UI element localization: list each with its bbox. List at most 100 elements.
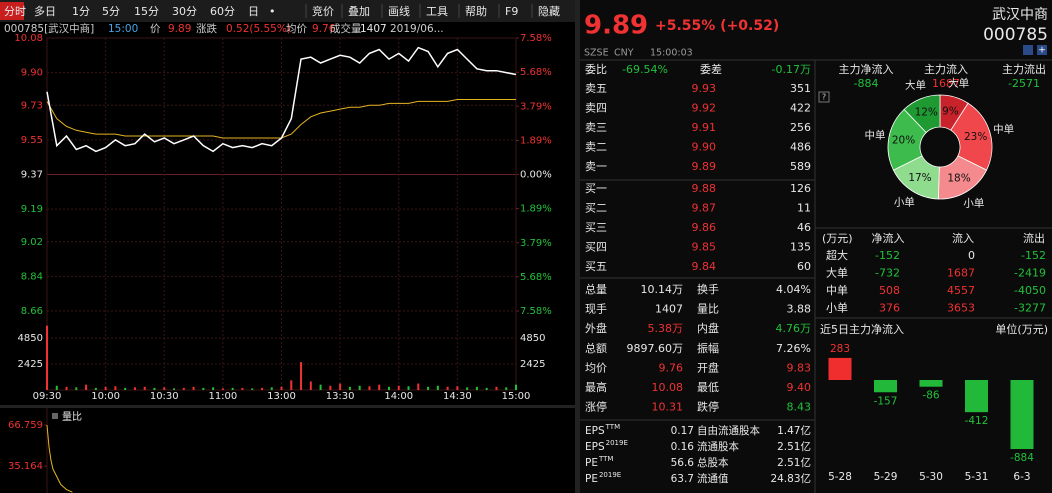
price-line xyxy=(46,46,517,153)
info-item: 9.89 xyxy=(168,23,191,35)
volume-bar xyxy=(485,387,488,390)
volume-bar xyxy=(221,388,224,390)
tab-label[interactable]: 分时 xyxy=(4,5,26,18)
volume-bar xyxy=(124,387,127,390)
flow-value: -884 xyxy=(854,77,879,90)
pie-name: 大单 xyxy=(905,79,926,92)
volume-bar xyxy=(436,385,439,390)
book-volume: 60 xyxy=(797,260,811,273)
ratio-tick-label: 66.759 xyxy=(8,420,43,431)
volume-tick-label: 4850 xyxy=(18,333,43,344)
table-value: -732 xyxy=(875,267,900,280)
book-label: 卖四 xyxy=(585,102,607,115)
stat-label: 外盘 xyxy=(585,321,607,335)
stat-label: 开盘 xyxy=(697,360,719,374)
fund-label: 自由流通股本 xyxy=(697,424,760,437)
stat-value: 4.04% xyxy=(776,283,811,296)
tool-button[interactable]: 竞价 xyxy=(312,4,334,18)
tab-label[interactable]: 30分 xyxy=(172,5,197,18)
info-item: 涨跌 xyxy=(196,22,217,35)
tool-button[interactable]: 画线 xyxy=(388,4,410,18)
flow-value: -2571 xyxy=(1008,77,1040,90)
x-tick-label: 10:30 xyxy=(150,391,179,402)
tab-label[interactable]: 5分 xyxy=(102,5,120,18)
stat-label: 现手 xyxy=(585,302,607,316)
book-price: 9.93 xyxy=(692,82,717,95)
flow-bar-label: -86 xyxy=(922,390,939,402)
five-day-unit: 单位(万元) xyxy=(995,322,1048,336)
volume-bar xyxy=(417,383,420,390)
book-price: 9.87 xyxy=(692,202,717,215)
panel-divider xyxy=(0,405,575,408)
stat-label: 总额 xyxy=(585,341,607,355)
fund-sup: 2019E xyxy=(606,439,628,447)
book-volume: 126 xyxy=(790,182,811,195)
volume-bar xyxy=(202,387,205,390)
volume-bar xyxy=(427,386,430,390)
info-item: 价 xyxy=(150,23,161,35)
tool-button[interactable]: 帮助 xyxy=(465,4,487,18)
x-tick-label: 13:30 xyxy=(326,391,355,402)
stock-name: 武汉中商 xyxy=(992,7,1048,23)
fund-label: EPS xyxy=(585,425,605,437)
y2-tick-label: 7.58% xyxy=(520,33,552,44)
help-icon[interactable] xyxy=(818,91,830,103)
last-price: 9.89 xyxy=(584,11,648,41)
volume-bar xyxy=(104,386,107,390)
book-volume: 256 xyxy=(790,121,811,134)
price-change: +5.55% (+0.52) xyxy=(655,18,779,34)
volume-bar xyxy=(339,383,342,390)
pie-percent: 20% xyxy=(892,135,915,147)
pie-percent: 23% xyxy=(964,131,987,143)
book-volume: 486 xyxy=(790,141,811,154)
fund-label: 流通股本 xyxy=(697,440,739,453)
volume-bar xyxy=(368,386,371,390)
book-volume: 135 xyxy=(790,241,811,254)
x-tick-label: 10:00 xyxy=(91,391,120,402)
book-label: 卖一 xyxy=(585,160,607,173)
tab-label[interactable]: 多日 xyxy=(34,4,56,18)
wei-bi-value: -69.54% xyxy=(622,63,668,76)
volume-bar xyxy=(387,386,390,390)
fund-value: 24.83亿 xyxy=(770,472,811,485)
y-tick-label: 8.66 xyxy=(21,306,43,317)
volume-bar xyxy=(153,387,156,390)
tab-label[interactable]: 60分 xyxy=(210,5,235,18)
volume-bar xyxy=(192,386,195,390)
stat-value: 9.76 xyxy=(659,361,684,374)
tab-label[interactable]: 1分 xyxy=(72,5,90,18)
stat-label: 跌停 xyxy=(697,400,719,414)
table-label: 大单 xyxy=(826,266,848,280)
info-item: 均价 xyxy=(286,23,307,35)
info-item: 9.76 xyxy=(312,23,336,35)
add-icon[interactable] xyxy=(1037,45,1047,55)
stat-label: 最高 xyxy=(585,380,607,394)
y-tick-label: 8.84 xyxy=(21,271,43,282)
tab-label[interactable]: 日 xyxy=(248,5,259,18)
volume-bar xyxy=(182,387,185,390)
x-tick-label: 5-30 xyxy=(919,471,943,483)
book-price: 9.84 xyxy=(692,260,717,273)
wei-cha-value: -0.17万 xyxy=(772,63,811,76)
x-tick-label: 14:30 xyxy=(443,391,472,402)
x-tick-label: 15:00 xyxy=(502,391,531,402)
table-value: -4050 xyxy=(1014,284,1046,297)
flow-bar xyxy=(965,380,988,413)
pie-name: 小单 xyxy=(894,197,915,209)
fund-label: PE xyxy=(585,457,598,469)
fund-label: PE xyxy=(585,473,598,485)
tab-label[interactable]: 15分 xyxy=(134,5,159,18)
tab-label[interactable]: • xyxy=(269,5,276,18)
ratio-label: 量比 xyxy=(62,411,82,423)
volume-bar xyxy=(114,386,117,390)
table-header: (万元) xyxy=(822,232,853,245)
tool-button[interactable]: 叠加 xyxy=(348,5,370,18)
y-tick-label: 9.73 xyxy=(21,100,43,111)
volume-bar xyxy=(309,381,312,390)
tool-button[interactable]: 工具 xyxy=(426,5,448,18)
book-price: 9.88 xyxy=(692,182,717,195)
edit-icon[interactable] xyxy=(1023,45,1033,55)
tool-button[interactable]: 隐藏 xyxy=(538,5,560,18)
x-tick-label: 6-3 xyxy=(1013,471,1030,483)
tool-button[interactable]: F9 xyxy=(505,5,518,18)
